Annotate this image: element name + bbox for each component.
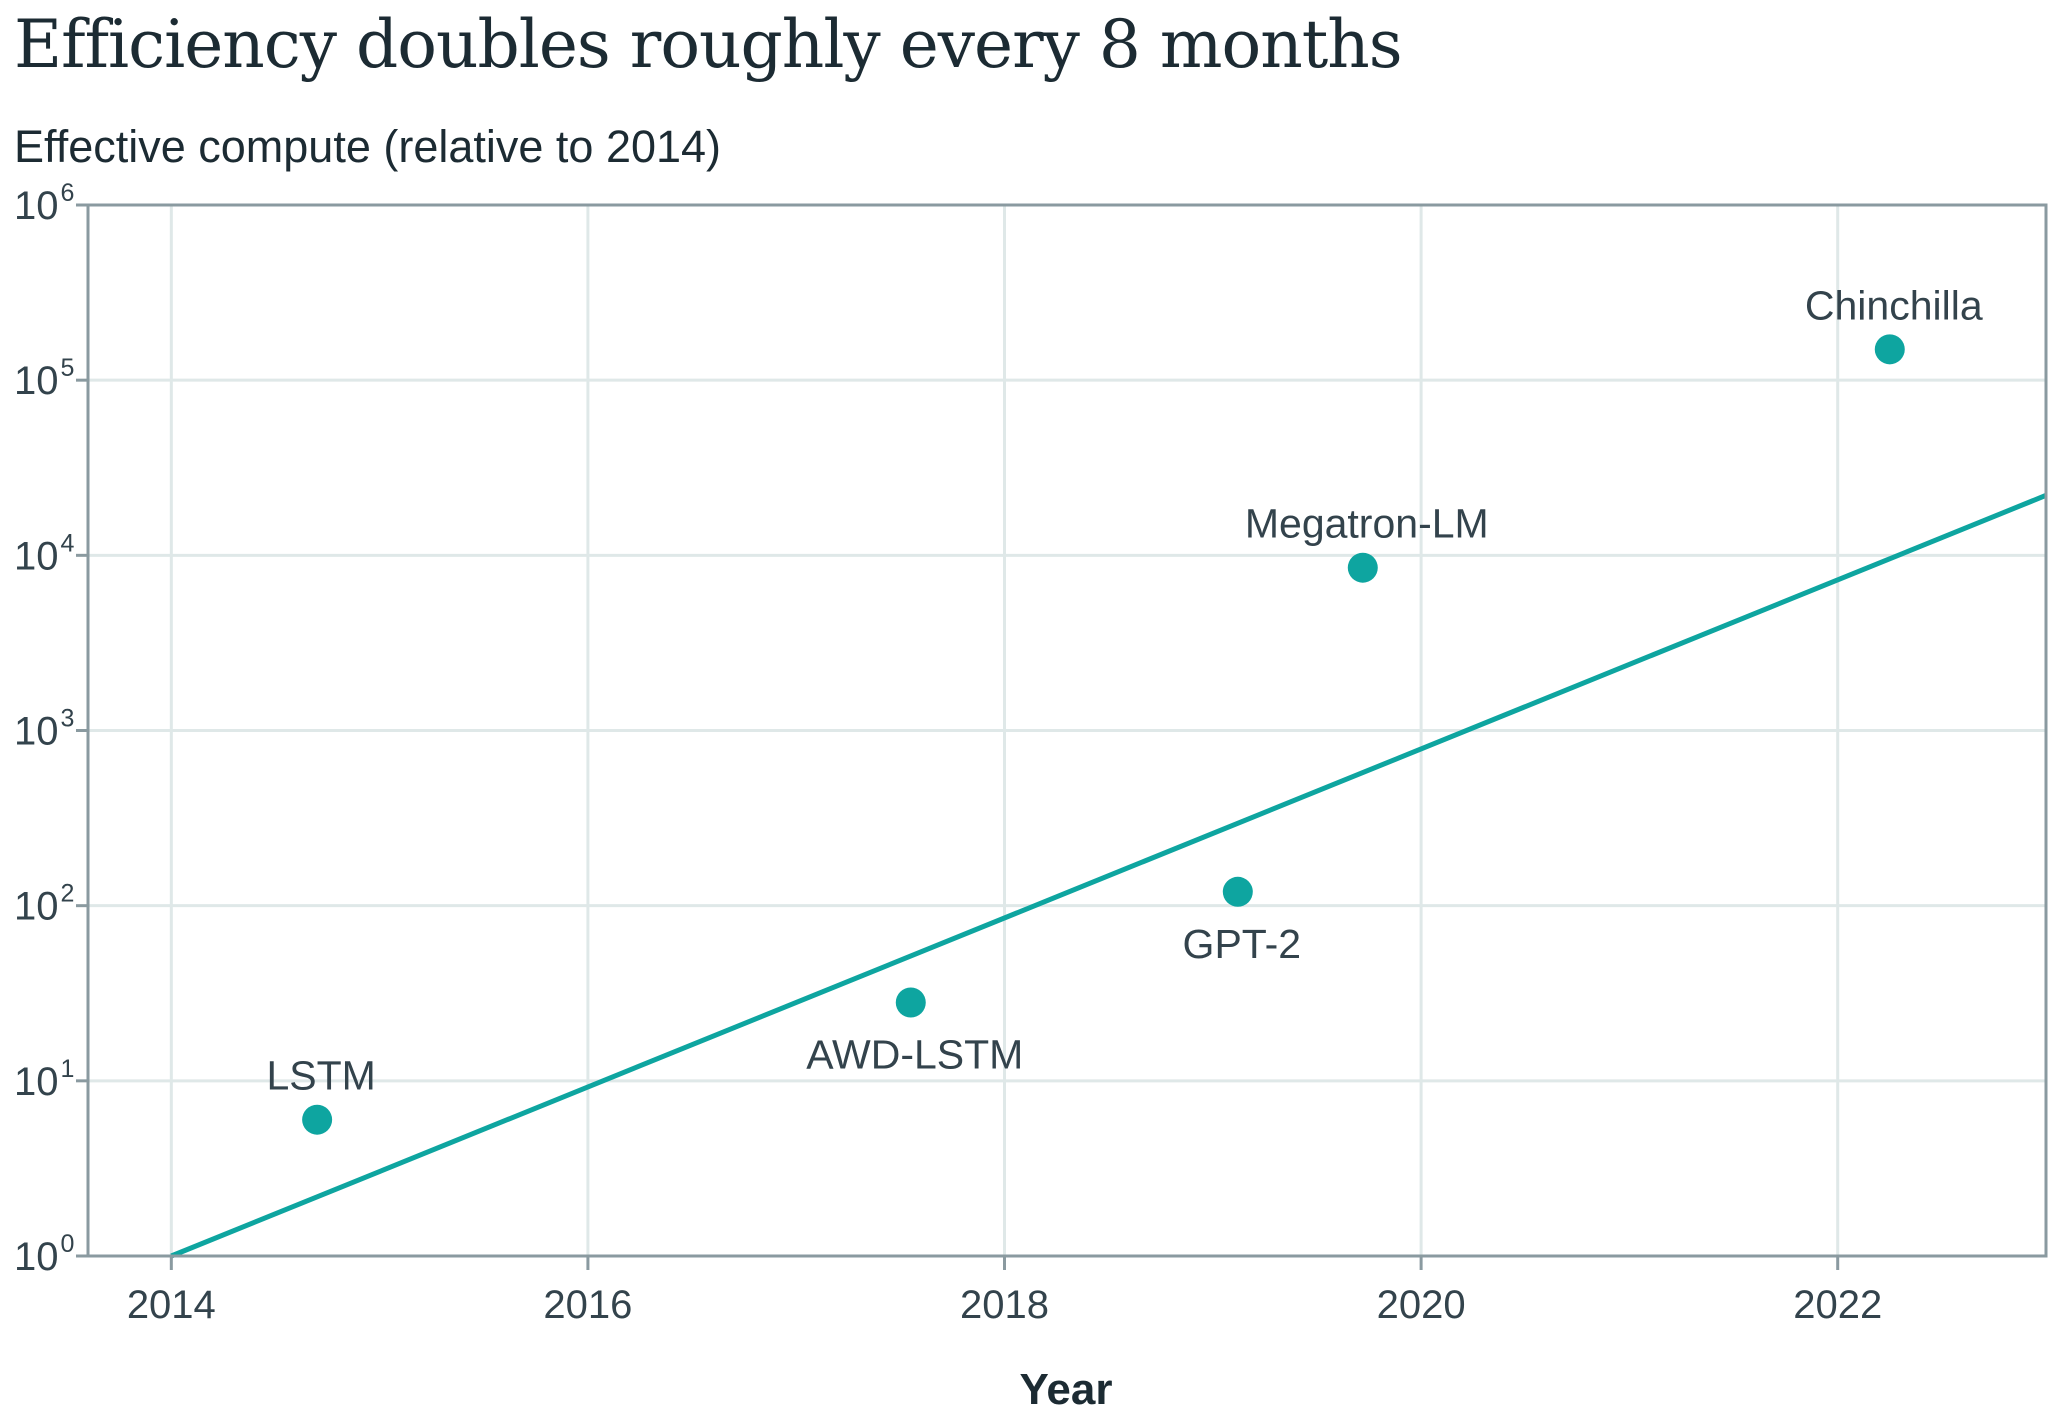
trend-line-group — [170, 493, 2047, 1259]
data-point — [1222, 876, 1253, 907]
y-axis-label: Effective compute (relative to 2014) — [14, 121, 722, 172]
grid-lines — [88, 205, 2046, 1256]
data-point — [1874, 334, 1905, 365]
y-tick-label: 103 — [14, 705, 74, 754]
y-tick-exponent: 0 — [61, 1230, 75, 1258]
x-axis-ticks: 2014 2016 2018 2020 2022 — [127, 1256, 1882, 1327]
y-tick-exponent: 4 — [61, 529, 75, 557]
data-point-label: GPT-2 — [1183, 921, 1301, 967]
data-point — [895, 987, 926, 1018]
y-tick-label: 100 — [14, 1230, 74, 1279]
y-tick-exponent: 1 — [61, 1055, 75, 1083]
data-point-label: Megatron-LM — [1245, 501, 1489, 547]
y-tick-base: 10 — [14, 359, 59, 403]
trend-line — [170, 493, 2047, 1259]
y-tick-exponent: 2 — [61, 880, 75, 908]
x-tick-label: 2022 — [1793, 1283, 1882, 1327]
y-tick-exponent: 5 — [61, 354, 75, 382]
y-tick-label: 106 — [14, 179, 74, 228]
y-tick-label: 104 — [14, 529, 75, 578]
y-tick-base: 10 — [14, 184, 59, 228]
data-point-label: Chinchilla — [1805, 282, 1983, 328]
y-tick-base: 10 — [14, 885, 59, 929]
x-tick-label: 2016 — [543, 1283, 632, 1327]
y-tick-base: 10 — [14, 1060, 59, 1104]
y-tick-base: 10 — [14, 710, 59, 754]
data-points: LSTM AWD-LSTM GPT-2 Megatron-LM Chinchilla — [266, 282, 1983, 1135]
x-tick-label: 2014 — [127, 1283, 216, 1327]
y-tick-label: 105 — [14, 354, 74, 403]
data-point — [1347, 552, 1378, 583]
y-tick-exponent: 6 — [61, 179, 75, 207]
y-tick-label: 101 — [14, 1055, 74, 1104]
x-tick-label: 2020 — [1377, 1283, 1466, 1327]
x-tick-label: 2018 — [960, 1283, 1049, 1327]
data-point — [302, 1104, 333, 1135]
data-point-label: LSTM — [266, 1053, 375, 1099]
y-tick-base: 10 — [14, 1235, 59, 1279]
y-tick-exponent: 3 — [61, 705, 75, 733]
y-tick-label: 102 — [14, 880, 74, 929]
y-tick-base: 10 — [14, 534, 59, 578]
x-axis-label: Year — [1020, 1365, 1113, 1414]
chart-title: Efficiency doubles roughly every 8 month… — [14, 6, 1403, 83]
data-point-label: AWD-LSTM — [806, 1032, 1023, 1078]
